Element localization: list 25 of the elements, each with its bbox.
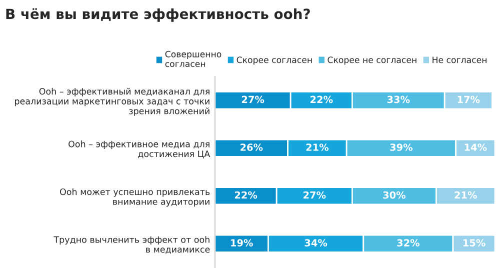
- data-label: 32%: [397, 239, 420, 246]
- data-label: 21%: [306, 144, 329, 151]
- chart-title: В чём вы видите эффективность ooh?: [6, 8, 310, 22]
- data-label: 39%: [390, 144, 413, 151]
- data-label: 19%: [231, 239, 253, 246]
- data-label: 30%: [383, 191, 406, 199]
- legend-label: Скорее согласен: [236, 56, 312, 65]
- data-label: 22%: [310, 96, 333, 104]
- data-label: 27%: [242, 96, 264, 104]
- legend-label: Совершенно согласен: [165, 50, 222, 68]
- y-tick-label: Ooh – эффективный медиаканал для реализации маркетинговых задач с точки зрения вложений: [15, 88, 210, 116]
- data-label: 15%: [463, 239, 486, 246]
- y-tick-label: Трудно вычленить эффект от ooh в медиамиксе: [54, 236, 210, 254]
- data-label: 33%: [387, 96, 410, 104]
- data-label: 27%: [304, 191, 326, 199]
- data-label: 14%: [464, 144, 487, 151]
- legend-label: Скорее не согласен: [328, 56, 416, 65]
- data-label: 26%: [240, 144, 263, 151]
- legend-label: Не согласен: [432, 56, 486, 64]
- data-label: 21%: [454, 191, 477, 199]
- data-label: 17%: [458, 96, 480, 104]
- y-tick-label: Ooh – эффективное медиа для достижения ЦА: [68, 140, 210, 158]
- y-tick-label: Ooh может успешно привлекать внимание аудитории: [60, 188, 210, 207]
- data-label: 34%: [304, 239, 328, 246]
- data-label: 22%: [234, 191, 258, 199]
